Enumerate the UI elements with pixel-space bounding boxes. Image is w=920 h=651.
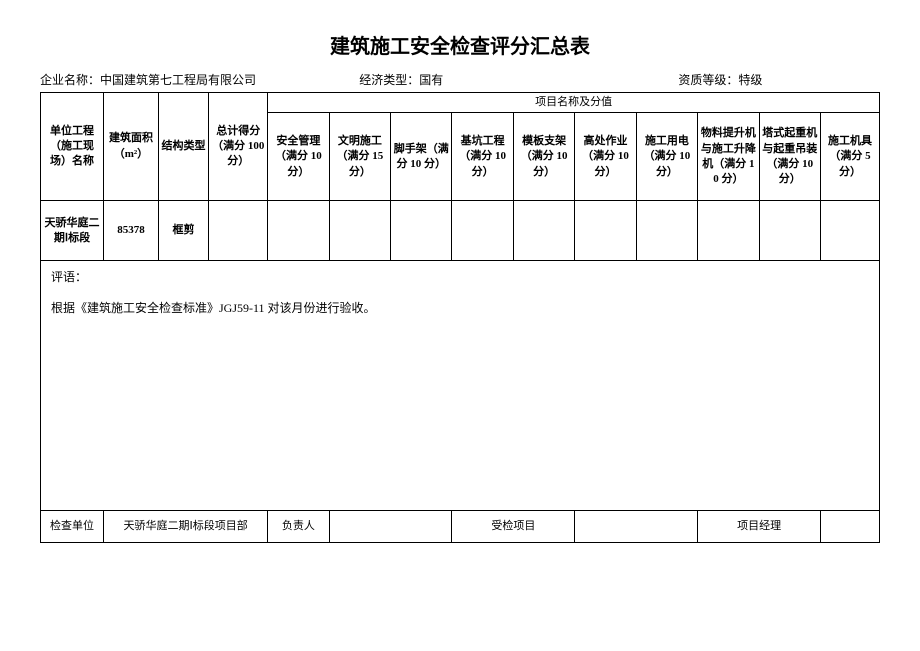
col-structure-type: 结构类型 — [158, 93, 208, 201]
score-table: 单位工程（施工现场）名称 建筑面积（m²） 结构类型 总计得分（满分 100 分… — [40, 92, 880, 543]
cell-formwork — [513, 201, 574, 261]
cell-unit-project: 天骄华庭二期Ⅰ标段 — [41, 201, 104, 261]
cell-structure-type: 框剪 — [158, 201, 208, 261]
table-row: 天骄华庭二期Ⅰ标段 85378 框剪 — [41, 201, 880, 261]
cell-scaffold — [391, 201, 452, 261]
company-value: 中国建筑第七工程局有限公司 — [100, 71, 256, 88]
col-material-hoist: 物料提升机与施工升降机（满分 10 分） — [698, 113, 759, 201]
check-unit-value: 天骄华庭二期Ⅰ标段项目部 — [104, 511, 268, 543]
cell-elec-const — [636, 201, 697, 261]
cell-high-work — [575, 201, 636, 261]
comment-body: 根据《建筑施工安全检查标准》JGJ59-11 对该月份进行验收。 — [51, 301, 376, 315]
col-unit-project: 单位工程（施工现场）名称 — [41, 93, 104, 201]
col-building-area: 建筑面积（m²） — [104, 93, 159, 201]
cell-civil-const — [329, 201, 390, 261]
col-tower-crane: 塔式起重机与起重吊装（满分 10 分） — [759, 113, 820, 201]
cell-safety-mgmt — [268, 201, 329, 261]
cell-const-tools — [821, 201, 880, 261]
cell-total-score — [209, 201, 268, 261]
footer-row: 检查单位 天骄华庭二期Ⅰ标段项目部 负责人 受检项目 项目经理 — [41, 511, 880, 543]
pm-label: 项目经理 — [698, 511, 821, 543]
comment-row: 评语： 根据《建筑施工安全检查标准》JGJ59-11 对该月份进行验收。 — [41, 261, 880, 511]
qual-label: 资质等级： — [678, 71, 738, 88]
econ-label: 经济类型： — [359, 71, 419, 88]
col-civil-const: 文明施工（满分 15 分） — [329, 113, 390, 201]
cell-foundation — [452, 201, 513, 261]
col-group-header: 项目名称及分值 — [268, 93, 880, 113]
inspected-label: 受检项目 — [452, 511, 575, 543]
col-const-tools: 施工机具（满分 5 分） — [821, 113, 880, 201]
responsible-value — [329, 511, 452, 543]
cell-material-hoist — [698, 201, 759, 261]
document-title: 建筑施工安全检查评分汇总表 — [40, 30, 880, 59]
col-high-work: 高处作业（满分 10 分） — [575, 113, 636, 201]
col-formwork: 模板支架（满分 10 分） — [513, 113, 574, 201]
col-safety-mgmt: 安全管理（满分 10 分） — [268, 113, 329, 201]
col-elec-const: 施工用电（满分 10 分） — [636, 113, 697, 201]
pm-value — [821, 511, 880, 543]
responsible-label: 负责人 — [268, 511, 329, 543]
col-total-score: 总计得分（满分 100 分） — [209, 93, 268, 201]
comment-label: 评语： — [51, 269, 869, 286]
qual-value: 特级 — [738, 71, 762, 88]
company-label: 企业名称： — [40, 71, 100, 88]
col-scaffold: 脚手架（满分 10 分） — [391, 113, 452, 201]
cell-building-area: 85378 — [104, 201, 159, 261]
econ-value: 国有 — [419, 71, 443, 88]
meta-header: 企业名称： 中国建筑第七工程局有限公司 经济类型： 国有 资质等级： 特级 — [40, 71, 880, 88]
check-unit-label: 检查单位 — [41, 511, 104, 543]
col-foundation: 基坑工程（满分 10 分） — [452, 113, 513, 201]
inspected-value — [575, 511, 698, 543]
cell-tower-crane — [759, 201, 820, 261]
